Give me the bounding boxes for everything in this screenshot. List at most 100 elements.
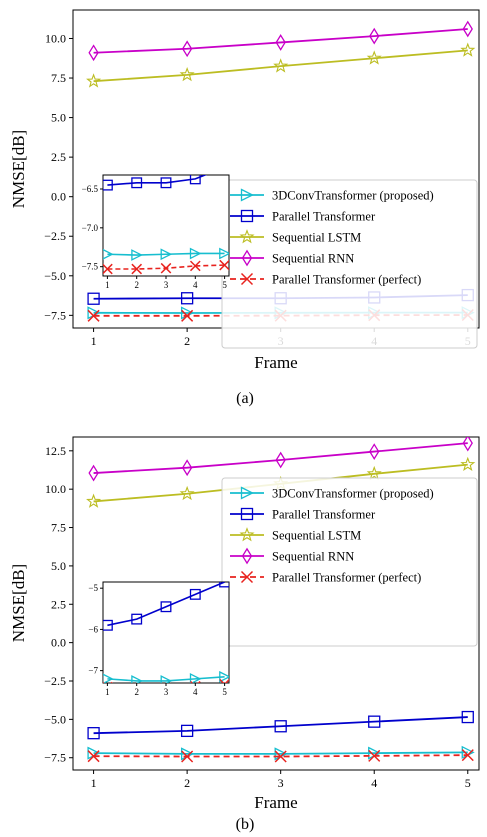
x-axis-label-a: Frame bbox=[254, 353, 297, 372]
caption-b: (b) bbox=[236, 816, 255, 833]
y-tick-label: 10.0 bbox=[45, 482, 66, 496]
inset-y-tick-label: −6.5 bbox=[82, 184, 99, 194]
inset-y-tick-label: −7.0 bbox=[82, 223, 99, 233]
x-tick-label: 1 bbox=[91, 776, 97, 790]
data-point-sequential-lstm bbox=[460, 42, 476, 57]
legend-marker-parallel-transformer-perfect bbox=[240, 272, 254, 286]
inset-data-point-parallel-transformer-perfect bbox=[219, 678, 229, 683]
legend-marker-3dconvtransformer-proposed bbox=[240, 486, 254, 500]
y-tick-label: 7.5 bbox=[51, 71, 66, 85]
y-tick-label: −2.5 bbox=[44, 229, 66, 243]
y-axis-label-b: NMSE[dB] bbox=[9, 564, 28, 642]
legend-marker-parallel-transformer bbox=[240, 209, 254, 223]
data-point-parallel-transformer-perfect bbox=[87, 309, 100, 322]
inset-data-point-3dconvtransformer-proposed bbox=[189, 673, 202, 683]
legend-a: 3DConvTransformer (proposed) Parallel Tra… bbox=[221, 179, 478, 349]
data-point-sequential-rnn bbox=[275, 451, 286, 469]
inset-data-point-3dconvtransformer-proposed bbox=[219, 247, 229, 260]
inset-data-point-parallel-transformer-perfect bbox=[160, 262, 172, 274]
x-tick-label: 5 bbox=[465, 776, 471, 790]
y-tick-label: 5.0 bbox=[51, 111, 66, 125]
x-tick-label: 1 bbox=[91, 334, 97, 348]
inset-data-point-3dconvtransformer-proposed bbox=[219, 670, 229, 683]
data-point-parallel-transformer bbox=[180, 724, 194, 738]
inset-y-tick-label: −7 bbox=[88, 666, 98, 676]
inset-y-tick-label: −7.5 bbox=[82, 262, 99, 272]
y-tick-label: 5.0 bbox=[51, 559, 66, 573]
data-point-parallel-transformer bbox=[368, 715, 381, 728]
data-point-sequential-rnn bbox=[275, 34, 286, 51]
y-axis-b: −7.5 −5.0 −2.5 0.0 2.5 5.0 7.5 10.0 12.5 bbox=[44, 444, 73, 765]
inset-data-point-parallel-transformer bbox=[189, 588, 201, 600]
data-point-parallel-transformer-perfect bbox=[87, 750, 100, 763]
inset-x-tick-label: 5 bbox=[222, 280, 227, 290]
legend-marker-sequential-rnn bbox=[241, 249, 253, 267]
inset-series-line-parallel-transformer bbox=[107, 175, 208, 186]
data-point-parallel-transformer bbox=[180, 292, 194, 305]
y-axis-a: −7.5 −5.0 −2.5 0.0 2.5 5.0 7.5 10.0 bbox=[44, 31, 73, 322]
y-tick-label: 2.5 bbox=[51, 597, 66, 611]
inset-data-point-3dconvtransformer-proposed bbox=[160, 248, 173, 261]
inset-y-tick-label: −6 bbox=[88, 624, 98, 634]
series-line-parallel-transformer-perfect bbox=[93, 754, 468, 758]
inset-x-tick-label: 4 bbox=[193, 687, 198, 697]
legend-entry-parallel-transformer-perfect: Parallel Transformer (perfect) bbox=[272, 273, 421, 287]
inset-x-tick-label: 2 bbox=[134, 687, 139, 697]
inset-data-point-parallel-transformer-perfect bbox=[131, 263, 143, 275]
x-tick-label: 2 bbox=[184, 776, 190, 790]
data-point-parallel-transformer bbox=[461, 710, 474, 724]
data-point-parallel-transformer-perfect bbox=[274, 750, 287, 763]
inset-data-point-3dconvtransformer-proposed bbox=[189, 247, 202, 260]
data-point-parallel-transformer bbox=[274, 720, 287, 733]
series-line-parallel-transformer bbox=[93, 716, 468, 735]
data-point-sequential-rnn bbox=[462, 20, 473, 38]
legend-b: 3DConvTransformer (proposed) Parallel Tra… bbox=[221, 477, 478, 647]
plot-frame-b bbox=[72, 436, 480, 771]
legend-marker-sequential-lstm bbox=[239, 229, 255, 244]
inset-data-point-parallel-transformer bbox=[189, 175, 201, 185]
y-tick-label: −2.5 bbox=[44, 674, 66, 688]
inset-data-point-3dconvtransformer-proposed bbox=[131, 249, 143, 261]
inset-data-point-parallel-transformer bbox=[160, 601, 172, 613]
inset-data-point-sequential-lstm bbox=[102, 0, 113, 7]
inset-series-group-b bbox=[102, 0, 229, 683]
data-point-sequential-lstm bbox=[366, 50, 382, 65]
inset-frame-b bbox=[102, 581, 230, 684]
inset-x-tick-label: 2 bbox=[134, 280, 139, 290]
legend-entry-sequential-rnn: Sequential RNN bbox=[272, 252, 354, 266]
legend-entry-parallel-transformer: Parallel Transformer bbox=[272, 508, 376, 522]
data-point-parallel-transformer-perfect bbox=[461, 749, 474, 762]
series-line-3dconvtransformer-proposed bbox=[93, 751, 468, 755]
inset-x-tick-label: 1 bbox=[105, 687, 110, 697]
data-point-sequential-rnn bbox=[369, 27, 380, 45]
inset-data-point-parallel-transformer bbox=[103, 619, 113, 631]
inset-x-tick-label: 4 bbox=[193, 280, 198, 290]
inset-data-point-3dconvtransformer-proposed bbox=[103, 673, 114, 683]
y-tick-label: 7.5 bbox=[51, 521, 66, 535]
data-point-parallel-transformer-perfect bbox=[181, 750, 194, 763]
data-point-sequential-lstm bbox=[179, 485, 195, 501]
series-group-b bbox=[86, 437, 476, 763]
legend-entry-sequential-lstm: Sequential LSTM bbox=[272, 231, 361, 245]
inset-data-point-parallel-transformer bbox=[160, 177, 172, 189]
inset-data-point-3dconvtransformer-proposed bbox=[131, 675, 143, 683]
inset-x-tick-label: 3 bbox=[164, 280, 169, 290]
legend-marker-parallel-transformer bbox=[240, 507, 254, 521]
legend-marker-sequential-rnn bbox=[241, 547, 253, 565]
data-point-parallel-transformer-perfect bbox=[368, 749, 381, 762]
data-point-sequential-lstm bbox=[273, 58, 289, 73]
data-point-sequential-rnn bbox=[181, 459, 193, 477]
legend-entry-3dconvtransformer-proposed: 3DConvTransformer (proposed) bbox=[272, 487, 434, 501]
legend-entry-sequential-rnn: Sequential RNN bbox=[272, 550, 354, 564]
y-tick-label: −7.5 bbox=[44, 751, 66, 765]
inset-axes-a: −7.5 −7.0 −6.5 1 2 3 4 5 bbox=[82, 184, 228, 290]
inset-data-point-3dconvtransformer-proposed bbox=[103, 248, 114, 260]
inset-series-line-parallel-transformer bbox=[107, 582, 225, 627]
series-line-sequential-rnn bbox=[93, 28, 468, 54]
x-tick-label: 3 bbox=[278, 776, 284, 790]
legend-marker-sequential-lstm bbox=[239, 527, 255, 542]
inset-data-point-parallel-transformer bbox=[219, 582, 229, 588]
data-point-parallel-transformer bbox=[87, 727, 100, 740]
